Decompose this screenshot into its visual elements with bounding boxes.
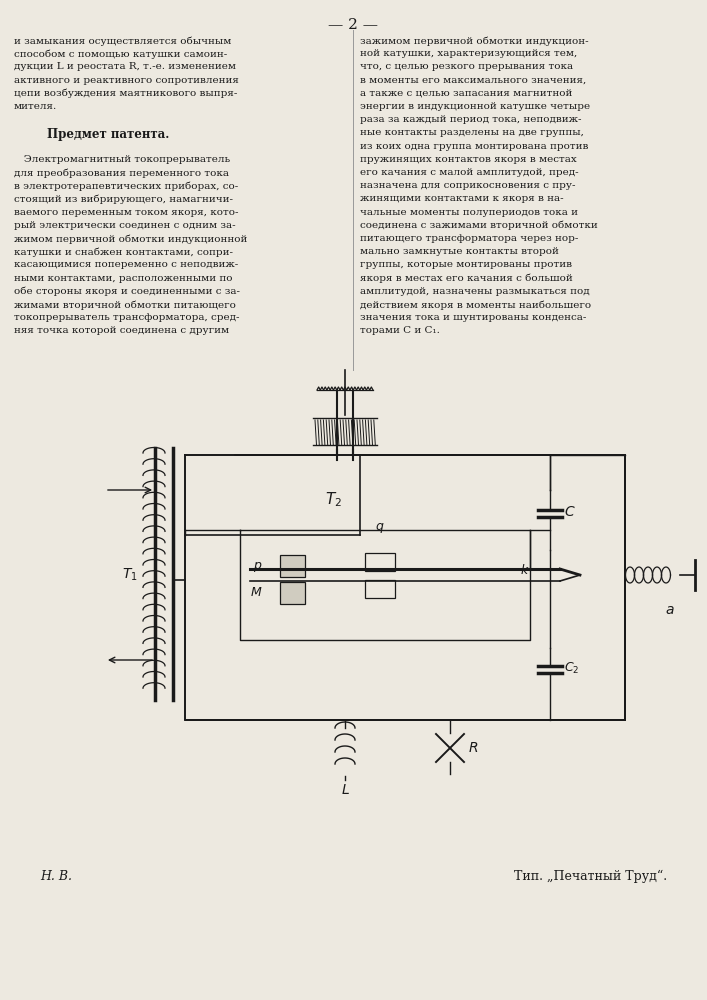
Text: чальные моменты полупериодов тока и: чальные моменты полупериодов тока и xyxy=(360,208,578,217)
Text: соединена с зажимами вторичной обмотки: соединена с зажимами вторичной обмотки xyxy=(360,221,597,230)
Text: $T_1$: $T_1$ xyxy=(122,567,138,583)
Text: и замыкания осуществляется обычным: и замыкания осуществляется обычным xyxy=(14,36,231,45)
Bar xyxy=(365,580,395,598)
Text: способом с помощью катушки самоин-: способом с помощью катушки самоин- xyxy=(14,49,227,59)
Text: цепи возбуждения маятникового выпря-: цепи возбуждения маятникового выпря- xyxy=(14,89,238,98)
Text: в моменты его максимального значения,: в моменты его максимального значения, xyxy=(360,76,586,85)
Text: мителя.: мителя. xyxy=(14,102,57,111)
Text: мально замкнутые контакты второй: мально замкнутые контакты второй xyxy=(360,247,559,256)
Text: Н. В.: Н. В. xyxy=(40,870,72,883)
Text: Тип. „Печатный Труд“.: Тип. „Печатный Труд“. xyxy=(514,870,667,883)
Text: $q$: $q$ xyxy=(375,521,385,535)
Bar xyxy=(280,555,305,577)
Text: катушки и снабжен контактами, сопри-: катушки и снабжен контактами, сопри- xyxy=(14,247,233,257)
Text: жимами вторичной обмотки питающего: жимами вторичной обмотки питающего xyxy=(14,300,236,310)
Text: токопрерыватель трансформатора, сред-: токопрерыватель трансформатора, сред- xyxy=(14,313,240,322)
Text: ные контакты разделены на две группы,: ные контакты разделены на две группы, xyxy=(360,128,584,137)
Text: питающего трансформатора через нор-: питающего трансформатора через нор- xyxy=(360,234,578,243)
Text: $C_2$: $C_2$ xyxy=(564,660,579,676)
Text: ной катушки, характеризующийся тем,: ной катушки, характеризующийся тем, xyxy=(360,49,577,58)
Text: из коих одна группа монтирована против: из коих одна группа монтирована против xyxy=(360,142,588,151)
Text: стоящий из вибрирующего, намагничи-: стоящий из вибрирующего, намагничи- xyxy=(14,194,233,204)
Text: рый электрически соединен с одним за-: рый электрически соединен с одним за- xyxy=(14,221,235,230)
Text: раза за каждый период тока, неподвиж-: раза за каждый период тока, неподвиж- xyxy=(360,115,581,124)
Bar xyxy=(365,553,395,571)
Text: $T_2$: $T_2$ xyxy=(325,490,342,509)
Bar xyxy=(280,582,305,604)
Text: ными контактами, расположенными по: ными контактами, расположенными по xyxy=(14,274,233,283)
Text: ваемого переменным током якоря, кото-: ваемого переменным током якоря, кото- xyxy=(14,208,238,217)
Text: Электромагнитный токопрерыватель: Электромагнитный токопрерыватель xyxy=(14,155,230,164)
Text: для преобразования переменного тока: для преобразования переменного тока xyxy=(14,168,229,178)
Text: в электротерапевтических приборах, со-: в электротерапевтических приборах, со- xyxy=(14,181,238,191)
Text: $L$: $L$ xyxy=(341,783,349,797)
Text: $M$: $M$ xyxy=(250,586,262,599)
Text: $C$: $C$ xyxy=(564,505,575,519)
Text: назначена для соприкосновения с пру-: назначена для соприкосновения с пру- xyxy=(360,181,575,190)
Text: $k$: $k$ xyxy=(520,563,530,577)
Text: что, с целью резкого прерывания тока: что, с целью резкого прерывания тока xyxy=(360,62,573,71)
Text: амплитудой, назначены размыкаться под: амплитудой, назначены размыкаться под xyxy=(360,287,590,296)
Text: якоря в местах его качания с большой: якоря в местах его качания с большой xyxy=(360,274,573,283)
Text: энергии в индукционной катушке четыре: энергии в индукционной катушке четыре xyxy=(360,102,590,111)
Text: значения тока и шунтированы конденса-: значения тока и шунтированы конденса- xyxy=(360,313,586,322)
Text: обе стороны якоря и соединенными с за-: обе стороны якоря и соединенными с за- xyxy=(14,287,240,296)
Text: жимом первичной обмотки индукционной: жимом первичной обмотки индукционной xyxy=(14,234,247,243)
Text: $a$: $a$ xyxy=(665,603,674,617)
Text: а также с целью запасания магнитной: а также с целью запасания магнитной xyxy=(360,89,573,98)
Text: жинящими контактами к якоря в на-: жинящими контактами к якоря в на- xyxy=(360,194,563,203)
Text: $p$: $p$ xyxy=(252,560,262,574)
Text: действием якоря в моменты наибольшего: действием якоря в моменты наибольшего xyxy=(360,300,591,310)
Text: его качания с малой амплитудой, пред-: его качания с малой амплитудой, пред- xyxy=(360,168,578,177)
Text: зажимом первичной обмотки индукцион-: зажимом первичной обмотки индукцион- xyxy=(360,36,589,45)
Text: касающимися попеременно с неподвиж-: касающимися попеременно с неподвиж- xyxy=(14,260,238,269)
Text: Предмет патента.: Предмет патента. xyxy=(14,128,170,141)
Text: активного и реактивного сопротивления: активного и реактивного сопротивления xyxy=(14,76,239,85)
Text: няя точка которой соединена с другим: няя точка которой соединена с другим xyxy=(14,326,229,335)
Text: торами С и С₁.: торами С и С₁. xyxy=(360,326,440,335)
Text: $R$: $R$ xyxy=(468,741,479,755)
Text: группы, которые монтированы против: группы, которые монтированы против xyxy=(360,260,572,269)
Text: — 2 —: — 2 — xyxy=(328,18,378,32)
Text: пружинящих контактов якоря в местах: пружинящих контактов якоря в местах xyxy=(360,155,577,164)
Text: дукции L и реостата R, т.-е. изменением: дукции L и реостата R, т.-е. изменением xyxy=(14,62,236,71)
